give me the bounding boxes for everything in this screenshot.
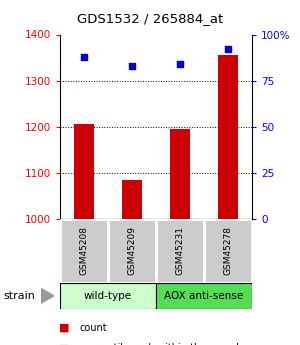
Bar	[74, 125, 94, 219]
Text: wild-type: wild-type	[84, 291, 132, 301]
Text: GSM45231: GSM45231	[176, 226, 184, 276]
Point	[178, 61, 182, 67]
Text: AOX anti-sense: AOX anti-sense	[164, 291, 244, 301]
Bar	[108, 219, 156, 283]
Text: ■: ■	[58, 343, 69, 345]
Point	[226, 47, 230, 52]
Text: GSM45278: GSM45278	[224, 226, 232, 276]
Bar	[156, 283, 252, 309]
Text: count: count	[80, 323, 107, 333]
Text: GSM45209: GSM45209	[128, 226, 136, 276]
Polygon shape	[40, 288, 54, 304]
Bar	[170, 129, 190, 219]
Bar	[60, 219, 108, 283]
Bar	[122, 180, 142, 219]
Text: ■: ■	[58, 323, 69, 333]
Bar	[60, 283, 156, 309]
Bar	[156, 219, 204, 283]
Bar	[204, 219, 252, 283]
Point	[130, 63, 134, 69]
Text: strain: strain	[3, 291, 35, 301]
Bar	[218, 55, 238, 219]
Text: GDS1532 / 265884_at: GDS1532 / 265884_at	[77, 12, 223, 25]
Text: percentile rank within the sample: percentile rank within the sample	[80, 343, 244, 345]
Text: GSM45208: GSM45208	[80, 226, 88, 276]
Point	[82, 54, 86, 59]
